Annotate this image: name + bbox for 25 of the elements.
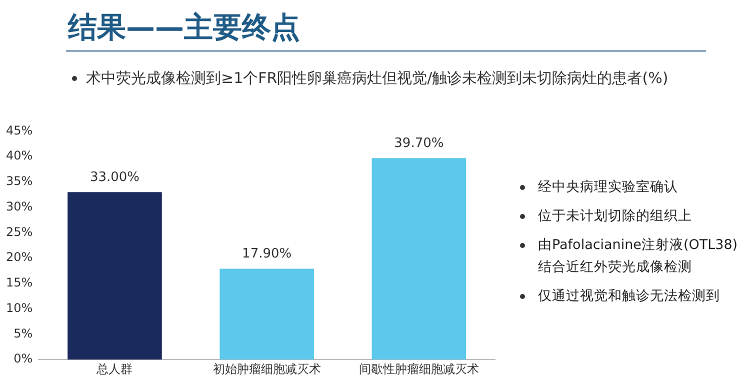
y-tick-label: 10% (6, 300, 33, 315)
y-tick-label: 0% (14, 352, 33, 366)
y-tick-label: 5% (14, 326, 33, 340)
bar (220, 268, 314, 360)
bar (68, 192, 162, 360)
text: 仅通过视觉和触诊无法检测到 (538, 288, 720, 304)
data-label: 17.90% (242, 246, 292, 262)
chart-subtitle: 术中荧光成像检测到≥1个FR阳性卵巢癌病灶但视觉/触诊未检测到未切除病灶的患者(%) (86, 68, 670, 89)
y-tick-label: 40% (6, 148, 33, 163)
text: 由Pafolacianine注射液(OTL38)结合近红外荧光成像检测 (538, 237, 738, 275)
y-tick-label: 15% (6, 276, 33, 290)
x-tick-label: 初始肿瘤细胞减灭术 (212, 362, 321, 376)
x-tick-label: 总人群 (96, 362, 133, 376)
y-tick-label: 25% (6, 224, 33, 239)
data-label: 39.70% (394, 136, 444, 151)
text: 位于未计划切除的组织上 (538, 208, 692, 224)
text: 经中央病理实验室确认 (538, 179, 678, 195)
x-tick-label: 间歇性肿瘤细胞减灭术 (358, 362, 479, 376)
y-tick-label: 30% (6, 199, 33, 214)
y-tick-label: 45% (6, 123, 33, 138)
bar (372, 158, 466, 360)
chart-title: 结果——主要终点 (68, 9, 300, 46)
data-label: 33.00% (90, 170, 140, 185)
y-tick-label: 35% (6, 174, 33, 188)
y-tick-label: 20% (6, 250, 33, 264)
